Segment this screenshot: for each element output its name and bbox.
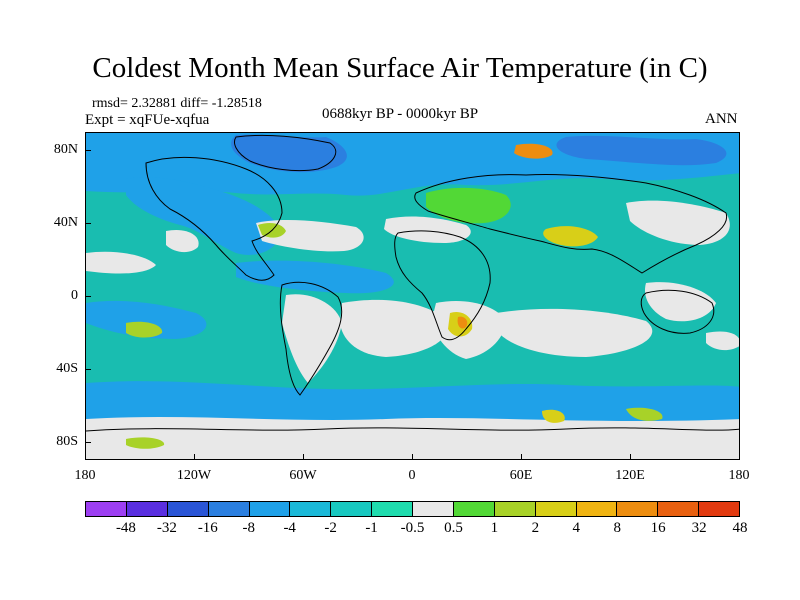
lon-label-120w: 120W <box>176 468 212 483</box>
page-title: Coldest Month Mean Surface Air Temperatu… <box>92 52 708 84</box>
colorbar-label: -16 <box>197 520 218 536</box>
colorbar-label: 32 <box>691 520 707 536</box>
lat-tick <box>85 223 91 224</box>
colorbar-label: -2 <box>324 520 337 536</box>
field-safrica-hot <box>457 316 468 329</box>
colorbar-swatch <box>372 502 413 516</box>
field-tropics-cool <box>236 260 394 294</box>
lon-label-0: 0 <box>408 468 416 483</box>
colorbar-swatch <box>331 502 373 516</box>
lat-label-0: 0 <box>71 288 78 303</box>
lat-tick <box>85 442 91 443</box>
lon-tick <box>412 454 413 460</box>
field-npacific-west-neutral <box>626 200 730 245</box>
lat-tick <box>85 150 91 151</box>
colorbar-label: 16 <box>650 520 666 536</box>
season-label: ANN <box>705 111 738 127</box>
colorbar-swatch <box>535 502 577 516</box>
lon-tick <box>630 454 631 460</box>
lon-tick <box>303 454 304 460</box>
colorbar-swatch <box>167 502 209 516</box>
lat-tick <box>85 296 91 297</box>
colorbar-swatch <box>126 502 168 516</box>
colorbar-swatch <box>453 502 495 516</box>
field-europe-warm <box>426 187 511 224</box>
field-spacific-cool <box>86 300 207 339</box>
lon-label-180w: 180 <box>74 468 96 483</box>
field-npacific-neutral <box>166 229 199 253</box>
colorbar-swatch <box>576 502 618 516</box>
map-panel <box>85 132 740 460</box>
temperature-map <box>86 133 739 459</box>
colorbar-swatch <box>494 502 536 516</box>
field-arctic-hot <box>514 143 553 159</box>
colorbar <box>85 501 740 517</box>
colorbar-swatch <box>208 502 250 516</box>
colorbar-label: 8 <box>613 520 621 536</box>
field-australia-neutral <box>644 282 716 322</box>
lat-label-80n: 80N <box>53 142 78 157</box>
lat-label-40n: 40N <box>53 215 78 230</box>
colorbar-swatch <box>699 502 739 516</box>
colorbar-swatch <box>658 502 700 516</box>
colorbar-label: -4 <box>283 520 296 536</box>
colorbar-label: 2 <box>531 520 540 536</box>
lon-label-180e: 180 <box>728 468 750 483</box>
field-antarctica-warm-2 <box>542 409 565 423</box>
period-label: 0688kyr BP - 0000kyr BP <box>322 106 479 122</box>
coastlines <box>86 134 739 432</box>
lon-label-60w: 60W <box>289 468 317 483</box>
colorbar-swatch <box>86 502 127 516</box>
colorbar-label: 48 <box>732 520 748 536</box>
field-mediterranean-neutral <box>384 216 471 243</box>
colorbar-label: -0.5 <box>400 520 425 536</box>
field-antarctica-neutral <box>86 417 739 459</box>
colorbar-label: -8 <box>242 520 256 536</box>
colorbar-swatch <box>617 502 659 516</box>
colorbar-label: 1 <box>490 520 499 536</box>
lon-label-120e: 120E <box>615 468 645 483</box>
colorbar-label: 0.5 <box>444 520 463 536</box>
field-greenland-cold <box>231 134 347 173</box>
colorbar-label: -48 <box>115 520 136 536</box>
field-antarctica-warm-1 <box>126 437 165 449</box>
field-spacific-warm <box>126 321 163 338</box>
field-spacific-east-neutral <box>706 331 739 350</box>
colorbar-label: 4 <box>572 520 581 536</box>
colorbar-label: -32 <box>156 520 177 536</box>
field-indian-neutral <box>496 308 653 357</box>
lat-label-80s: 80S <box>56 434 78 449</box>
lon-tick <box>194 454 195 460</box>
field-siberia-cold <box>556 135 727 166</box>
colorbar-swatch <box>413 502 454 516</box>
experiment-label: Expt = xqFUe-xqfua <box>85 112 210 128</box>
field-tropics-west-neutral <box>86 251 156 274</box>
lon-tick <box>521 454 522 460</box>
colorbar-swatch <box>249 502 291 516</box>
lon-label-60e: 60E <box>509 468 533 483</box>
lat-tick <box>85 369 91 370</box>
field-satlantic-neutral <box>340 299 448 357</box>
field-namerica-cool <box>126 177 282 255</box>
field-samerica-neutral <box>282 294 342 383</box>
stats-label: rmsd= 2.32881 diff= -1.28518 <box>92 96 262 111</box>
colorbar-label: -1 <box>365 520 378 536</box>
field-tibet-warm <box>543 226 598 247</box>
field-antarctica-warm-3 <box>626 407 663 421</box>
lat-label-40s: 40S <box>56 361 78 376</box>
colorbar-swatch <box>290 502 332 516</box>
